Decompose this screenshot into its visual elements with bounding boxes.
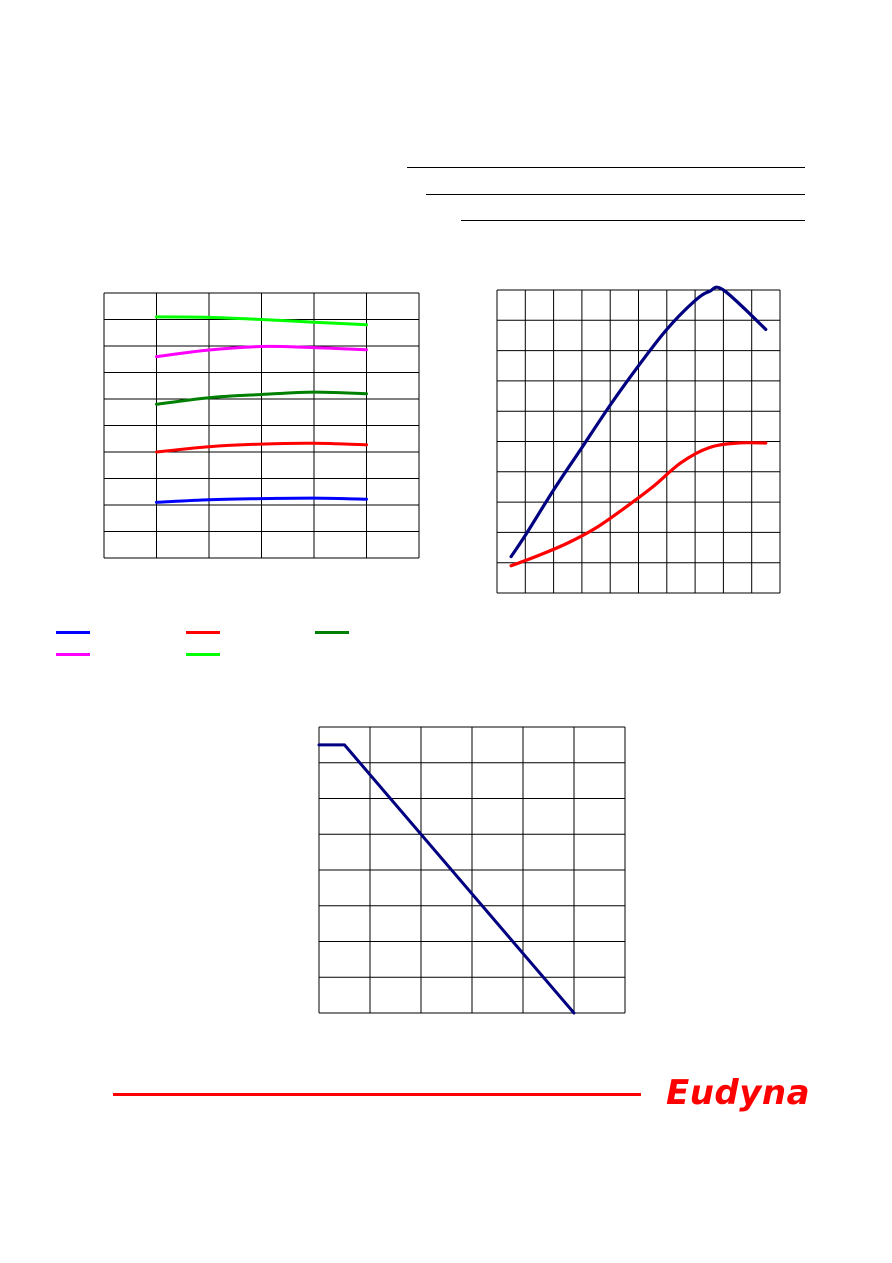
- footer-red-line: [113, 1093, 641, 1096]
- header-rule-1: [407, 167, 805, 168]
- chart-2: [496, 285, 781, 594]
- chart-1: [103, 292, 420, 559]
- legend-swatch-5: [186, 653, 220, 656]
- series-line-1: [317, 743, 576, 1015]
- chart-grid: [318, 726, 626, 1014]
- header-rule-3: [461, 220, 805, 221]
- series-line-4: [155, 441, 368, 454]
- legend-swatch-2: [186, 631, 220, 634]
- series-line-3: [155, 390, 368, 406]
- series-line-1: [155, 315, 368, 327]
- brand-logo: Eudyna: [666, 1073, 811, 1113]
- header-rule-2: [426, 194, 805, 195]
- chart-grid: [496, 289, 781, 594]
- series-line-1: [509, 285, 768, 559]
- legend-swatch-4: [56, 653, 90, 656]
- legend-swatch-3: [315, 631, 349, 634]
- series-line-2: [509, 441, 768, 568]
- series-line-2: [155, 344, 368, 359]
- chart-3: [317, 726, 626, 1015]
- legend-swatch-1: [56, 631, 90, 634]
- series-line-5: [155, 496, 368, 504]
- chart-grid: [103, 292, 420, 559]
